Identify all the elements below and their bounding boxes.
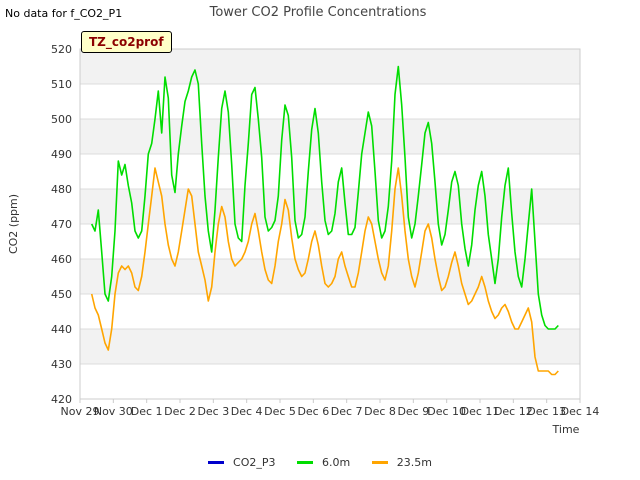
background-band — [80, 119, 580, 154]
background-band — [80, 259, 580, 294]
y-tick-label: 450 — [51, 288, 72, 301]
y-tick-label: 460 — [51, 253, 72, 266]
y-tick-label: 520 — [51, 43, 72, 56]
x-tick-label: Dec 10 — [427, 405, 466, 418]
x-tick-label: Dec 12 — [494, 405, 533, 418]
background-band — [80, 189, 580, 224]
y-tick-label: 500 — [51, 113, 72, 126]
x-tick-label: Dec 3 — [197, 405, 229, 418]
legend-swatch-23-5m — [371, 461, 388, 464]
x-tick-label: Dec 1 — [131, 405, 163, 418]
plot-frame — [79, 48, 581, 400]
series-lines — [90, 65, 559, 376]
x-tick-label: Dec 8 — [364, 405, 396, 418]
x-tick-label: Dec 5 — [264, 405, 296, 418]
x-tick-label: Dec 4 — [231, 405, 263, 418]
y-tick-label: 440 — [51, 323, 72, 336]
legend-item-co2-p3: CO2_P3 — [208, 456, 276, 469]
legend-swatch-co2-p3 — [208, 461, 225, 464]
x-tick-label: Nov 29 — [61, 405, 100, 418]
plot-background-bands — [80, 49, 580, 364]
x-tick-label: Dec 13 — [527, 405, 566, 418]
y-tick-label: 420 — [51, 393, 72, 406]
chart-title: Tower CO2 Profile Concentrations — [209, 5, 427, 20]
series-line-2 — [90, 167, 559, 376]
background-band — [80, 329, 580, 364]
y-tick-label: 490 — [51, 148, 72, 161]
y-tick-label: 510 — [51, 78, 72, 91]
y-tick-label: 470 — [51, 218, 72, 231]
x-tick-label: Dec 11 — [461, 405, 500, 418]
legend-label-co2-p3: CO2_P3 — [233, 456, 276, 469]
legend-item-23-5m: 23.5m — [371, 456, 432, 469]
y-axis-title: CO2 (ppm) — [7, 194, 20, 254]
x-tick-label: Nov 30 — [94, 405, 133, 418]
x-axis-title: Time — [552, 423, 580, 436]
series-line-1 — [90, 65, 559, 330]
legend-label-6m: 6.0m — [322, 456, 351, 469]
x-tick-label: Dec 9 — [397, 405, 429, 418]
legend: CO2_P3 6.0m 23.5m — [0, 454, 640, 469]
legend-swatch-6m — [297, 461, 314, 464]
background-band — [80, 49, 580, 84]
x-tick-label: Dec 7 — [331, 405, 363, 418]
no-data-notice: No data for f_CO2_P1 — [5, 7, 123, 20]
y-axis: 420 430 440 450 460 470 480 490 500 510 520 — [51, 43, 72, 406]
site-label-box: TZ_co2prof — [81, 31, 172, 53]
legend-item-6m: 6.0m — [297, 456, 350, 469]
x-tick-label: Dec 2 — [164, 405, 196, 418]
x-tick-label: Dec 6 — [297, 405, 329, 418]
y-tick-label: 430 — [51, 358, 72, 371]
y-tick-label: 480 — [51, 183, 72, 196]
x-tick-label: Dec 14 — [561, 405, 600, 418]
legend-label-23-5m: 23.5m — [396, 456, 432, 469]
